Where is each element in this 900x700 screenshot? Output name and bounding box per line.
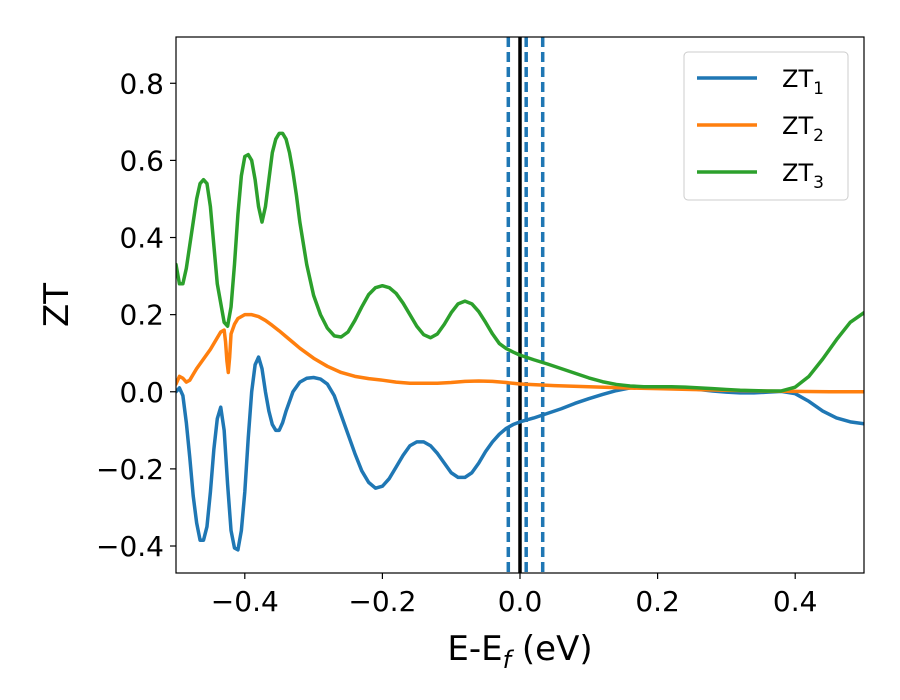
y-tick-label: 0.4 [119, 222, 164, 255]
series-line-zt3 [176, 131, 864, 393]
legend-box [683, 51, 849, 201]
series-line-zt2 [176, 312, 864, 394]
y-tick-label: 0.8 [119, 67, 164, 100]
y-tick-label: 0.6 [119, 144, 164, 177]
x-tick-label: 0.2 [635, 585, 680, 618]
legend-label-zt3: ZT3 [782, 159, 824, 193]
y-axis-label: ZT [37, 283, 77, 327]
legend-label-zt1: ZT1 [782, 65, 824, 99]
legend: ZT1 ZT2 ZT3 [683, 51, 849, 201]
x-axis-label: E-Ef (eV) [447, 629, 592, 674]
x-tick-label: −0.4 [211, 585, 279, 618]
series-lines [176, 131, 864, 552]
x-tick-label: 0.4 [773, 585, 818, 618]
y-tick-label: 0.0 [119, 376, 164, 409]
x-tick-label: 0.0 [498, 585, 543, 618]
x-axis-label-unit: (eV) [511, 629, 593, 669]
x-axis-label-main: E-E [447, 629, 502, 669]
y-tick-label: −0.2 [96, 453, 164, 486]
vertical-reference-lines [506, 37, 545, 573]
y-tick-label: −0.4 [96, 530, 164, 563]
x-axis-ticks: −0.4 −0.2 0.0 0.2 0.4 [211, 573, 818, 618]
y-axis-ticks: −0.4 −0.2 0.0 0.2 0.4 0.6 0.8 [96, 67, 176, 563]
legend-label-zt2: ZT2 [782, 112, 824, 146]
x-tick-label: −0.2 [348, 585, 416, 618]
y-tick-label: 0.2 [119, 299, 164, 332]
